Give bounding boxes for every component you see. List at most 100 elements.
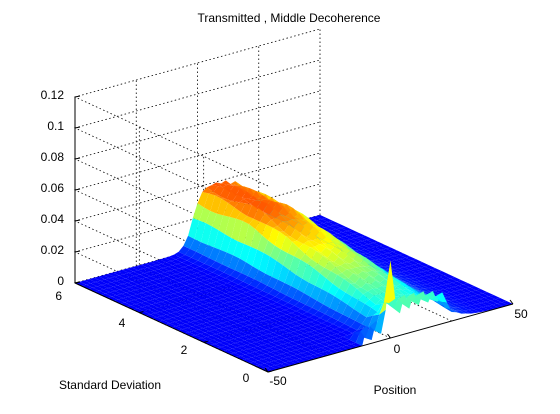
surface-patch <box>349 233 361 239</box>
surface-patch <box>140 287 152 292</box>
surface-patch <box>225 316 237 321</box>
surface-patch <box>156 287 168 292</box>
surface-patch <box>353 273 365 280</box>
surface-patch <box>213 230 225 250</box>
surface-patch <box>375 280 387 287</box>
surface-patch <box>330 246 342 256</box>
surface-patch <box>336 300 348 315</box>
surface-patch <box>253 207 265 222</box>
surface-patch <box>296 324 308 329</box>
surface-patch <box>462 306 474 310</box>
surface-patch <box>441 293 453 297</box>
surface-patch <box>429 278 441 283</box>
surface-patch <box>199 318 211 323</box>
surface-patch <box>323 326 335 331</box>
surface-patch <box>256 302 268 307</box>
surface-patch <box>166 275 178 280</box>
surface-patch <box>146 276 158 281</box>
surface-patch <box>309 226 321 237</box>
surface-patch <box>402 275 414 279</box>
surface-patch <box>177 276 189 282</box>
surface-patch <box>457 306 469 311</box>
surface-patch <box>314 244 326 253</box>
surface-patch <box>374 294 386 300</box>
surface-patch <box>152 265 164 270</box>
surface-patch <box>300 304 313 312</box>
surface-patch <box>460 288 472 293</box>
surface-patch <box>315 231 327 240</box>
surface-patch <box>274 321 286 326</box>
surface-patch <box>205 210 217 227</box>
surface-patch <box>198 328 210 333</box>
surface-patch <box>144 310 156 315</box>
surface-patch <box>343 255 355 264</box>
surface-patch <box>225 275 237 282</box>
surface-patch <box>216 346 228 352</box>
surface-patch <box>355 313 367 325</box>
surface-patch <box>79 280 91 285</box>
surface-patch <box>168 317 180 322</box>
surface-patch <box>284 269 296 286</box>
surface-patch <box>366 238 378 243</box>
surface-patch <box>458 284 470 289</box>
surface-patch <box>143 281 155 287</box>
surface-patch <box>298 243 310 254</box>
surface-patch <box>171 326 183 331</box>
surface-patch <box>156 263 168 269</box>
surface-patch <box>153 293 165 298</box>
surface-patch <box>162 290 174 295</box>
surface-patch <box>206 266 218 273</box>
surface-patch <box>94 290 106 295</box>
surface-patch <box>346 239 358 244</box>
surface-patch <box>166 313 178 318</box>
surface-patch <box>296 308 308 315</box>
surface-patch <box>365 248 377 253</box>
surface-patch <box>309 315 321 321</box>
surface-patch <box>288 331 301 336</box>
surface-patch <box>253 322 265 327</box>
surface-patch <box>392 250 404 255</box>
surface-patch <box>213 314 226 319</box>
surface-patch <box>492 303 504 308</box>
surface-patch <box>223 325 235 331</box>
surface-patch <box>286 285 298 299</box>
surface-patch <box>257 290 269 297</box>
surface-patch <box>90 282 103 287</box>
surface-patch <box>130 275 142 281</box>
surface-patch <box>276 325 288 330</box>
surface-patch <box>436 280 448 286</box>
surface-patch <box>154 297 166 302</box>
surface-patch <box>279 348 292 353</box>
surface-patch <box>434 290 447 294</box>
surface-patch <box>416 289 428 295</box>
surface-patch <box>231 278 243 285</box>
surface-patch <box>396 272 408 276</box>
surface-patch <box>359 245 371 250</box>
surface-patch <box>242 306 254 311</box>
surface-patch <box>193 329 205 334</box>
surface-patch <box>355 236 367 242</box>
surface-patch <box>230 343 242 348</box>
surface-patch <box>292 240 304 248</box>
surface-patch <box>311 334 323 340</box>
surface-patch <box>129 299 141 305</box>
y-tick-mark <box>74 281 80 284</box>
surface-patch <box>216 182 228 188</box>
surface-patch <box>226 237 238 256</box>
surface-patch <box>239 243 251 263</box>
surface-patch <box>447 282 459 287</box>
surface-patch <box>405 286 417 292</box>
surface-patch <box>172 263 184 269</box>
surface-patch <box>351 288 364 300</box>
surface-patch <box>417 284 429 289</box>
surface-patch <box>171 273 183 279</box>
surface-patch <box>185 284 198 289</box>
surface-patch <box>112 271 124 276</box>
surface-patch <box>291 274 303 290</box>
surface-patch <box>309 330 321 335</box>
surface-patch <box>362 271 374 278</box>
surface-patch <box>264 199 276 205</box>
surface-patch <box>270 365 283 370</box>
surface-patch <box>401 271 413 276</box>
surface-patch <box>178 245 190 255</box>
